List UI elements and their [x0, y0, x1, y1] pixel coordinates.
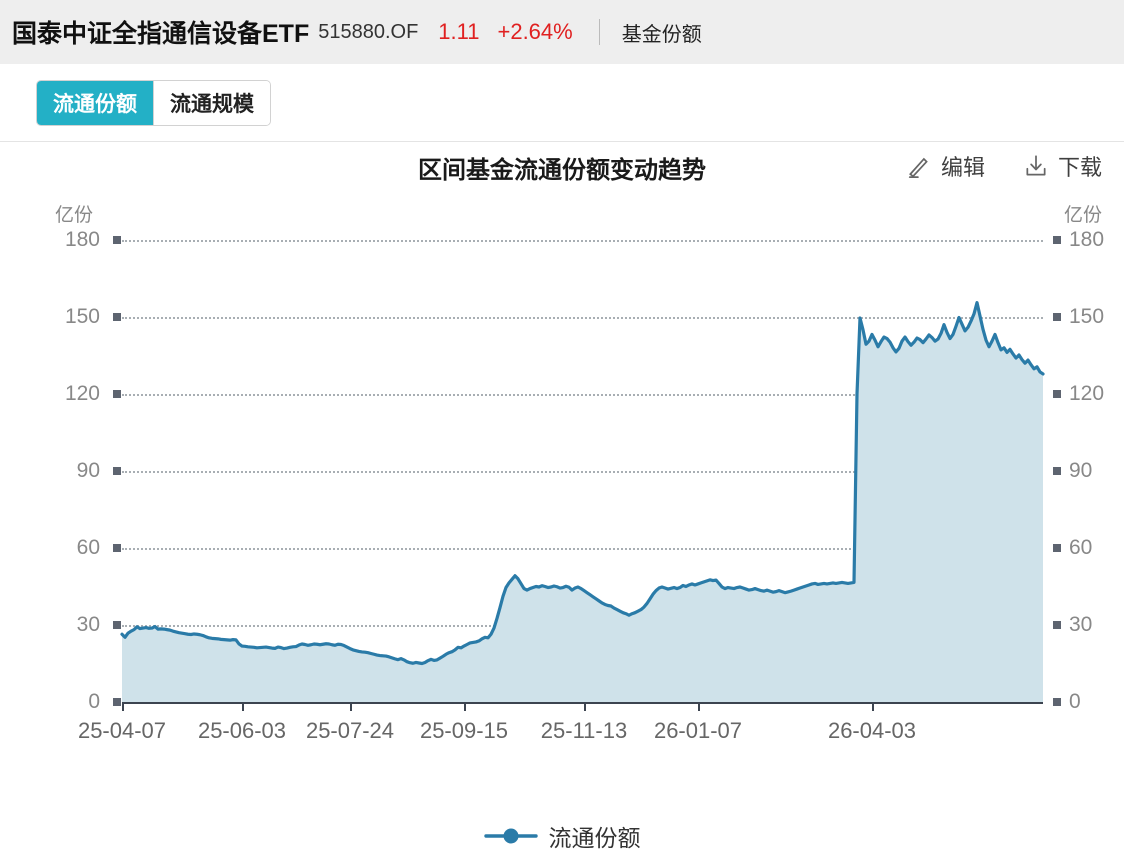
y-tick-label: 30	[76, 613, 100, 636]
x-tick-label: 25-09-15	[419, 718, 509, 743]
y-tick-label: 120	[64, 382, 100, 405]
gridline	[122, 548, 1043, 550]
y-tick-mark	[113, 698, 121, 706]
area-fill	[122, 302, 1043, 702]
x-tick-mark	[464, 702, 466, 711]
edit-label: 编辑	[940, 155, 985, 180]
gridline	[122, 394, 1043, 396]
y-tick-label: 0	[1069, 690, 1081, 713]
pencil-icon	[906, 153, 932, 179]
x-tick-mark	[872, 702, 874, 711]
plot-area: 亿份 亿份 0 0 30 30 60 60 90 90 120 120 150 150 180 180 2…	[0, 142, 1124, 859]
x-tick-label: 26-01-07	[653, 718, 743, 743]
x-tick-label: 25-04-07	[77, 718, 167, 743]
tab-liutong-guimo[interactable]: 流通规模	[153, 80, 270, 125]
chart-legend: 流通份额	[0, 819, 1124, 853]
tab-group: 流通份额 流通规模	[36, 79, 271, 126]
series-line	[120, 301, 1045, 666]
y-axis-unit-left: 亿份	[55, 205, 94, 226]
y-tick-mark	[1053, 621, 1061, 629]
y-tick-mark	[113, 621, 121, 629]
fund-price: 1.11	[438, 19, 480, 44]
page-header: 国泰中证全指通信设备ETF 515880.OF 1.11 +2.64% 基金份额	[0, 0, 1124, 64]
x-tick-mark	[584, 702, 586, 711]
header-subtitle: 基金份额	[621, 23, 702, 46]
y-tick-mark	[1053, 390, 1061, 398]
y-tick-mark	[1053, 467, 1061, 475]
x-tick-mark	[242, 702, 244, 711]
x-tick-label: 25-07-24	[305, 718, 395, 743]
chart-card: 区间基金流通份额变动趋势 编辑 下载 亿份 亿份	[0, 142, 1124, 859]
x-tick-label: 25-11-13	[540, 718, 628, 743]
fund-change-percent: +2.64%	[497, 19, 573, 44]
x-tick-mark	[350, 702, 352, 711]
download-label: 下载	[1057, 155, 1102, 180]
y-tick-label: 0	[88, 690, 100, 713]
gridline	[122, 317, 1043, 319]
legend-marker-icon	[483, 828, 538, 844]
x-tick-label: 26-04-03	[827, 718, 917, 743]
x-tick-mark	[122, 702, 124, 711]
y-tick-mark	[113, 390, 121, 398]
gridline	[122, 240, 1043, 242]
y-tick-mark	[1053, 698, 1061, 706]
y-tick-label: 150	[64, 305, 100, 328]
y-tick-mark	[113, 544, 121, 552]
legend-label: 流通份额	[548, 825, 641, 851]
x-axis-line	[122, 702, 1043, 704]
y-tick-label: 60	[1069, 536, 1093, 559]
x-tick-label: 25-06-03	[197, 718, 287, 743]
y-tick-label: 120	[1069, 382, 1105, 405]
gridline	[122, 471, 1043, 473]
y-tick-label: 180	[1069, 228, 1105, 251]
fund-name: 国泰中证全指通信设备ETF	[12, 20, 310, 48]
y-tick-mark	[113, 236, 121, 244]
edit-button[interactable]: 编辑	[906, 150, 985, 182]
tab-bar: 流通份额 流通规模	[0, 64, 1124, 142]
chart-title: 区间基金流通份额变动趋势	[418, 157, 706, 184]
y-axis-unit-right: 亿份	[1063, 205, 1102, 226]
header-divider	[598, 19, 600, 45]
y-tick-mark	[1053, 236, 1061, 244]
download-icon	[1023, 153, 1049, 179]
y-tick-label: 30	[1069, 613, 1093, 636]
y-tick-mark	[1053, 313, 1061, 321]
y-tick-mark	[113, 313, 121, 321]
y-tick-label: 90	[76, 459, 100, 482]
fund-code: 515880.OF	[318, 20, 419, 43]
y-tick-mark	[113, 467, 121, 475]
y-tick-label: 150	[1069, 305, 1105, 328]
y-tick-mark	[1053, 544, 1061, 552]
series-svg	[120, 301, 1045, 702]
tab-liutong-fene[interactable]: 流通份额	[37, 80, 153, 125]
y-tick-label: 180	[64, 228, 100, 251]
y-tick-label: 90	[1069, 459, 1093, 482]
download-button[interactable]: 下载	[1023, 150, 1102, 182]
y-tick-label: 60	[76, 536, 100, 559]
chart-actions: 编辑 下载	[906, 150, 1102, 182]
x-tick-mark	[698, 702, 700, 711]
